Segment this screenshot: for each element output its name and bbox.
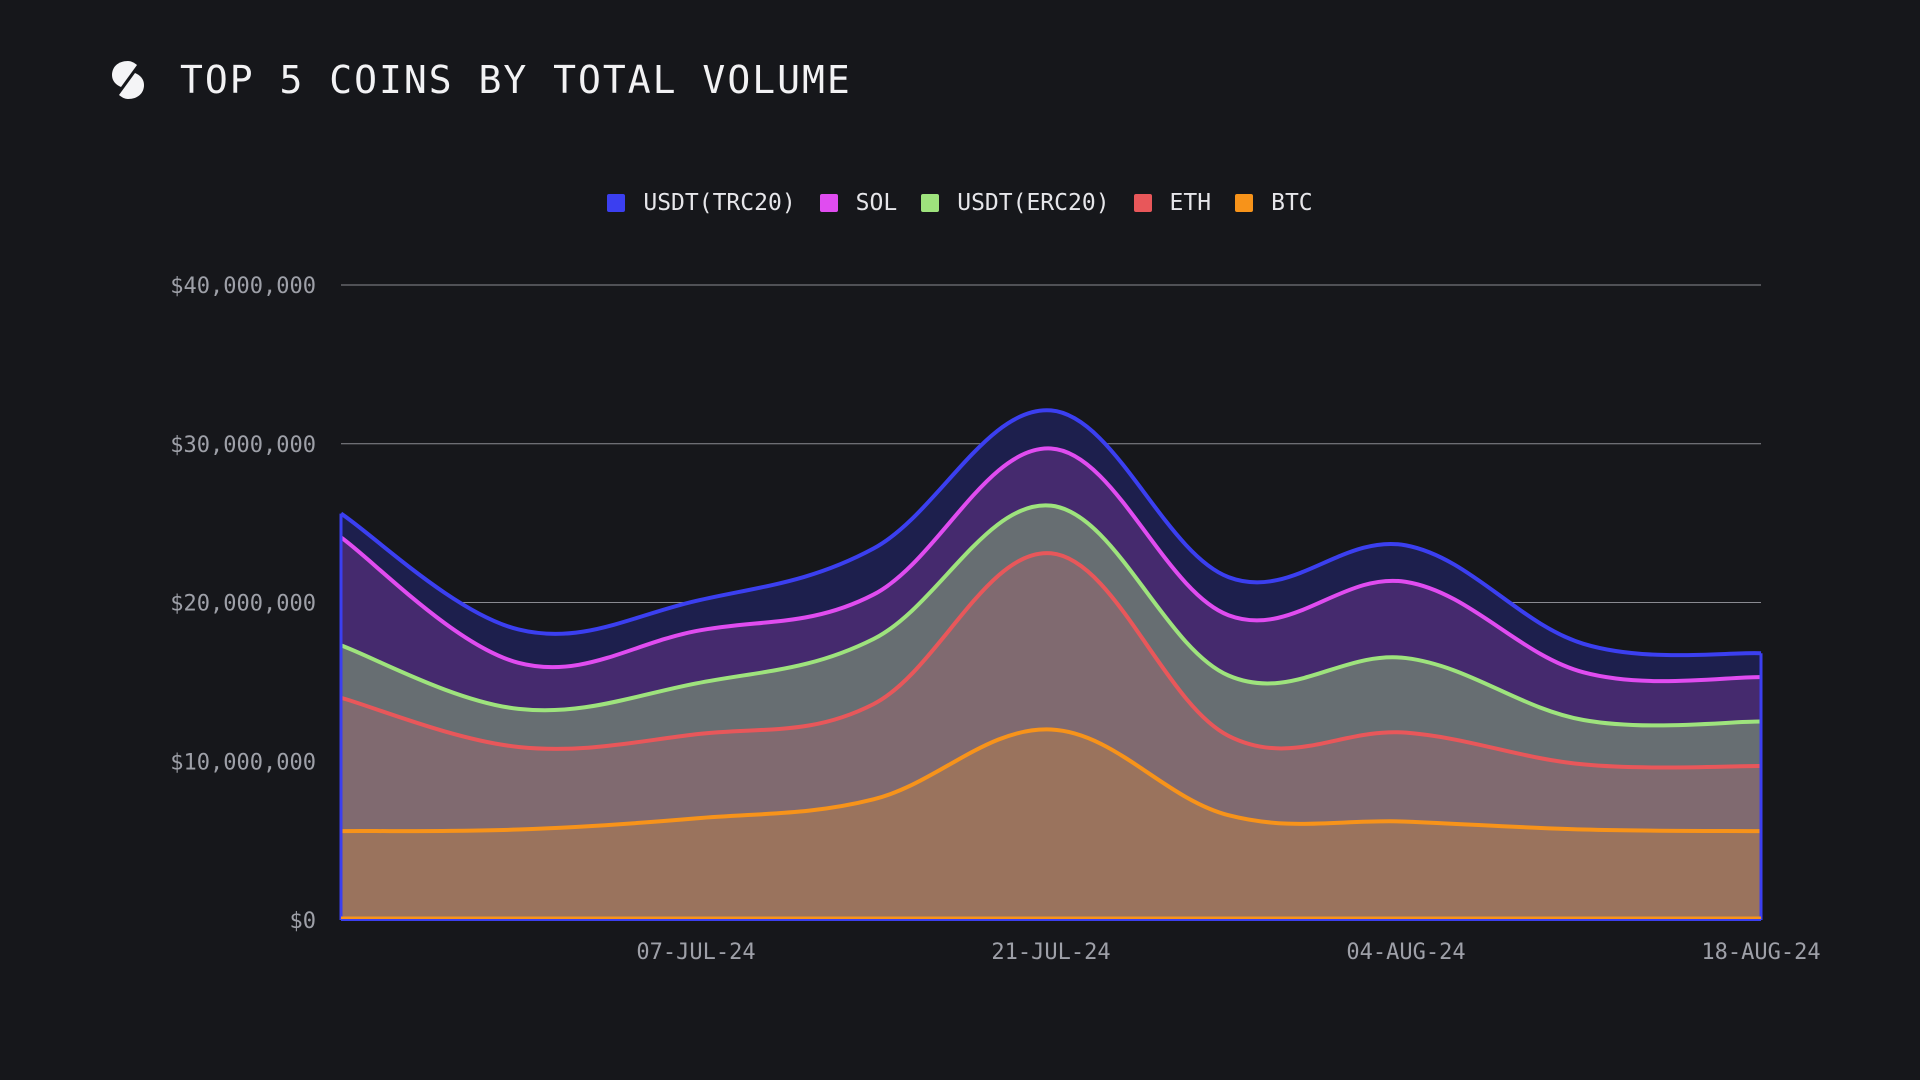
y-tick-label: $0 — [290, 909, 317, 934]
line-sol — [339, 446, 1762, 684]
legend-swatch — [1235, 194, 1254, 212]
y-tick-label: $40,000,000 — [170, 274, 316, 299]
legend-item[interactable]: BTC — [1235, 190, 1313, 216]
legend-label: SOL — [855, 190, 898, 216]
line-eth — [340, 551, 1762, 770]
area-btc — [341, 729, 1761, 920]
chart-header: TOP 5 COINS BY TOTAL VOLUME — [110, 52, 852, 108]
y-tick-label: $10,000,000 — [170, 750, 316, 775]
legend-item[interactable]: USDT(ERC20) — [921, 190, 1110, 216]
page-title: TOP 5 COINS BY TOTAL VOLUME — [180, 58, 852, 102]
x-tick-label: 07-JUL-24 — [636, 940, 755, 965]
legend-swatch — [819, 194, 838, 212]
legend-swatch — [921, 194, 940, 212]
chart-legend: USDT(TRC20) SOL USDT(ERC20) ETH BTC — [0, 190, 1920, 216]
y-tick-label: $20,000,000 — [170, 592, 316, 617]
x-tick-label: 04-AUG-24 — [1346, 940, 1465, 965]
legend-label: ETH — [1169, 190, 1212, 216]
legend-swatch — [1133, 194, 1152, 212]
legend-label: USDT(ERC20) — [957, 190, 1110, 216]
x-tick-label: 21-JUL-24 — [991, 940, 1110, 965]
legend-label: USDT(TRC20) — [643, 190, 796, 216]
line-usdttrc20 — [339, 408, 1762, 658]
line-btc — [340, 727, 1762, 834]
legend-item[interactable]: USDT(TRC20) — [607, 190, 796, 216]
x-tick-label: 18-AUG-24 — [1701, 940, 1820, 965]
line-usdterc20 — [340, 503, 1762, 728]
s-logo-icon — [112, 61, 144, 99]
legend-item[interactable]: SOL — [819, 190, 898, 216]
legend-label: BTC — [1271, 190, 1313, 216]
legend-swatch — [607, 194, 626, 212]
y-tick-label: $30,000,000 — [170, 433, 316, 458]
legend-item[interactable]: ETH — [1133, 190, 1212, 216]
